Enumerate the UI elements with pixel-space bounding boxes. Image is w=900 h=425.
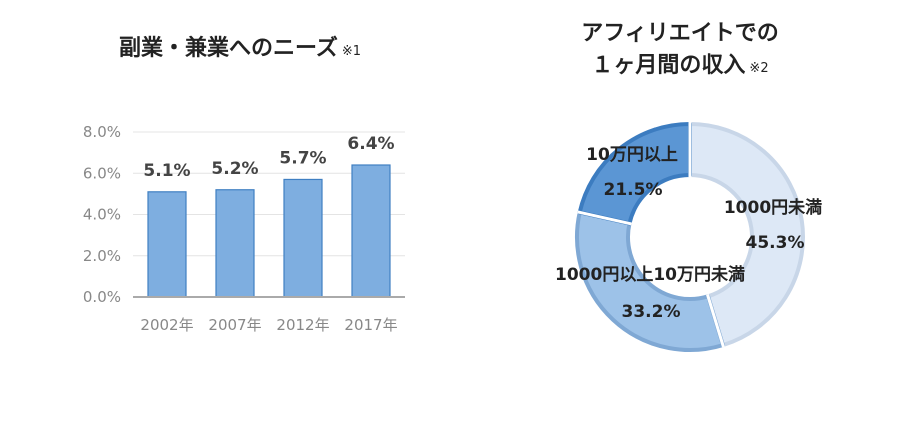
slice-label: 1000円以上10万円未満 [555,264,745,285]
slice-separator [706,293,725,348]
bar-value-label: 5.7% [279,148,326,168]
bar-value-label: 6.4% [347,134,394,154]
slice-value-label: 21.5% [604,180,663,200]
bar-chart-title-text: 副業・兼業へのニーズ [118,36,338,61]
bar-chart-title: 副業・兼業へのニーズ ※1 [60,30,420,62]
bar [283,178,323,298]
x-tick-label: 2012年 [276,316,329,334]
y-tick-label: 8.0% [83,123,121,141]
donut-slice [577,122,692,226]
y-tick-label: 0.0% [83,288,121,306]
donut-chart-title-line1: アフィリエイトでの [581,21,779,46]
donut-chart-title-note: ※2 [749,61,769,76]
y-tick-label: 2.0% [83,247,121,265]
bar-value-label: 5.2% [211,159,258,179]
slice-value-label: 33.2% [622,302,681,322]
bar [351,164,391,298]
y-tick-label: 6.0% [83,164,121,182]
donut-slice [575,210,725,352]
x-tick-label: 2007年 [208,316,261,334]
y-tick-label: 4.0% [83,206,121,224]
bar-value-label: 5.1% [143,161,190,181]
donut-chart-title-line2: １ヶ月間の収入 [591,53,746,78]
slice-label: 1000円未満 [724,197,822,218]
donut-chart-title: アフィリエイトでの １ヶ月間の収入 ※2 [510,18,850,85]
x-tick-label: 2017年 [344,316,397,334]
x-tick-label: 2002年 [140,316,193,334]
slice-value-label: 45.3% [746,233,805,253]
donut-slice [688,122,805,348]
slice-label: 10万円以上 [586,145,678,165]
bar-chart-title-note: ※1 [341,44,362,59]
slice-separator [577,210,632,226]
